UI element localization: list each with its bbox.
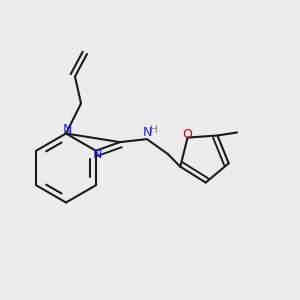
- Text: O: O: [183, 128, 193, 141]
- Text: N: N: [93, 148, 102, 161]
- Text: N: N: [143, 126, 152, 139]
- Text: N: N: [63, 123, 72, 136]
- Text: H: H: [150, 125, 158, 135]
